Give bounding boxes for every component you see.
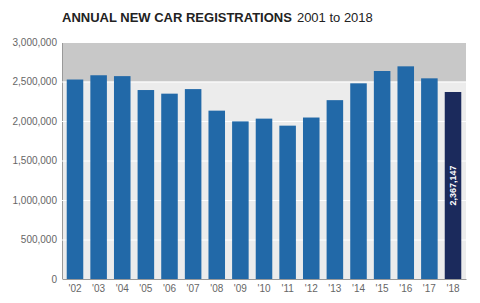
y-tick-label: 3,000,000 bbox=[13, 37, 58, 48]
x-tick: '03 bbox=[92, 283, 105, 294]
x-tick-label: '17 bbox=[423, 283, 436, 294]
y-tick-label: 1,500,000 bbox=[13, 155, 58, 166]
x-tick-label: '14 bbox=[352, 283, 365, 294]
x-tick: '02 bbox=[68, 283, 81, 294]
x-tick-label: '16 bbox=[399, 283, 412, 294]
bar bbox=[374, 71, 391, 279]
bar bbox=[327, 100, 344, 279]
bar bbox=[445, 92, 462, 279]
x-tick-label: '08 bbox=[210, 283, 223, 294]
bar bbox=[208, 111, 225, 279]
bar bbox=[90, 75, 107, 279]
x-tick: '04 bbox=[116, 283, 129, 294]
x-tick-label: '05 bbox=[139, 283, 152, 294]
x-tick-label: '12 bbox=[305, 283, 318, 294]
title: ANNUAL NEW CAR REGISTRATIONS bbox=[62, 10, 292, 25]
bars bbox=[67, 66, 462, 279]
x-tick: '09 bbox=[234, 283, 247, 294]
x-tick-label: '10 bbox=[257, 283, 270, 294]
y-tick-label: 2,000,000 bbox=[13, 116, 58, 127]
bar bbox=[185, 89, 202, 279]
x-tick: '10 bbox=[257, 283, 270, 294]
x-axis-line bbox=[63, 279, 467, 280]
x-tick: '16 bbox=[399, 283, 412, 294]
y-axis: 0 500,000 1,000,000 1,500,000 2,000,000 2,500… bbox=[13, 37, 467, 285]
chart: ANNUAL NEW CAR REGISTRATIONS 2001 to 2018… bbox=[0, 0, 480, 303]
x-tick-label: '07 bbox=[187, 283, 200, 294]
bar bbox=[303, 118, 320, 279]
x-tick: '13 bbox=[328, 283, 341, 294]
bar bbox=[350, 83, 367, 279]
y-tick: 3,000,000 bbox=[13, 37, 467, 48]
x-tick: '11 bbox=[281, 283, 294, 294]
x-tick-label: '15 bbox=[376, 283, 389, 294]
x-tick: '06 bbox=[163, 283, 176, 294]
bar bbox=[256, 119, 273, 279]
grid-line bbox=[62, 279, 466, 280]
subtitle: 2001 to 2018 bbox=[297, 10, 373, 25]
x-tick: '18 bbox=[446, 283, 459, 294]
x-tick-label: '13 bbox=[328, 283, 341, 294]
x-tick-label: '03 bbox=[92, 283, 105, 294]
bar bbox=[397, 66, 414, 279]
x-tick-label: '06 bbox=[163, 283, 176, 294]
bar bbox=[138, 90, 155, 279]
bar bbox=[114, 76, 131, 279]
x-tick: '08 bbox=[210, 283, 223, 294]
plot: 0 500,000 1,000,000 1,500,000 2,000,000 2,500… bbox=[13, 37, 467, 294]
y-tick-label: 1,000,000 bbox=[13, 195, 58, 206]
y-tick-label: 2,500,000 bbox=[13, 76, 58, 87]
x-tick: '12 bbox=[305, 283, 318, 294]
bar bbox=[232, 121, 249, 279]
y-tick-label: 500,000 bbox=[21, 234, 58, 245]
x-tick-label: '11 bbox=[281, 283, 294, 294]
bar bbox=[421, 78, 438, 279]
x-tick-label: '02 bbox=[68, 283, 81, 294]
y-tick-label: 0 bbox=[51, 274, 57, 285]
x-tick: '07 bbox=[187, 283, 200, 294]
x-tick-label: '18 bbox=[446, 283, 459, 294]
bar-annotation: 2,367,147 bbox=[448, 165, 458, 205]
grid-line bbox=[62, 42, 466, 43]
x-tick: '14 bbox=[352, 283, 365, 294]
x-axis: '02 '03 '04 '05 '06 '07 '08 '09 '10 '11 '12 '13 '14 '… bbox=[63, 280, 467, 295]
x-tick: '17 bbox=[423, 283, 436, 294]
x-tick: '05 bbox=[139, 283, 152, 294]
bar bbox=[279, 126, 296, 279]
x-tick: '15 bbox=[376, 283, 389, 294]
x-tick-label: '09 bbox=[234, 283, 247, 294]
bar bbox=[161, 94, 178, 279]
plot-background bbox=[62, 42, 466, 279]
x-tick-label: '04 bbox=[116, 283, 129, 294]
bar bbox=[67, 80, 84, 279]
